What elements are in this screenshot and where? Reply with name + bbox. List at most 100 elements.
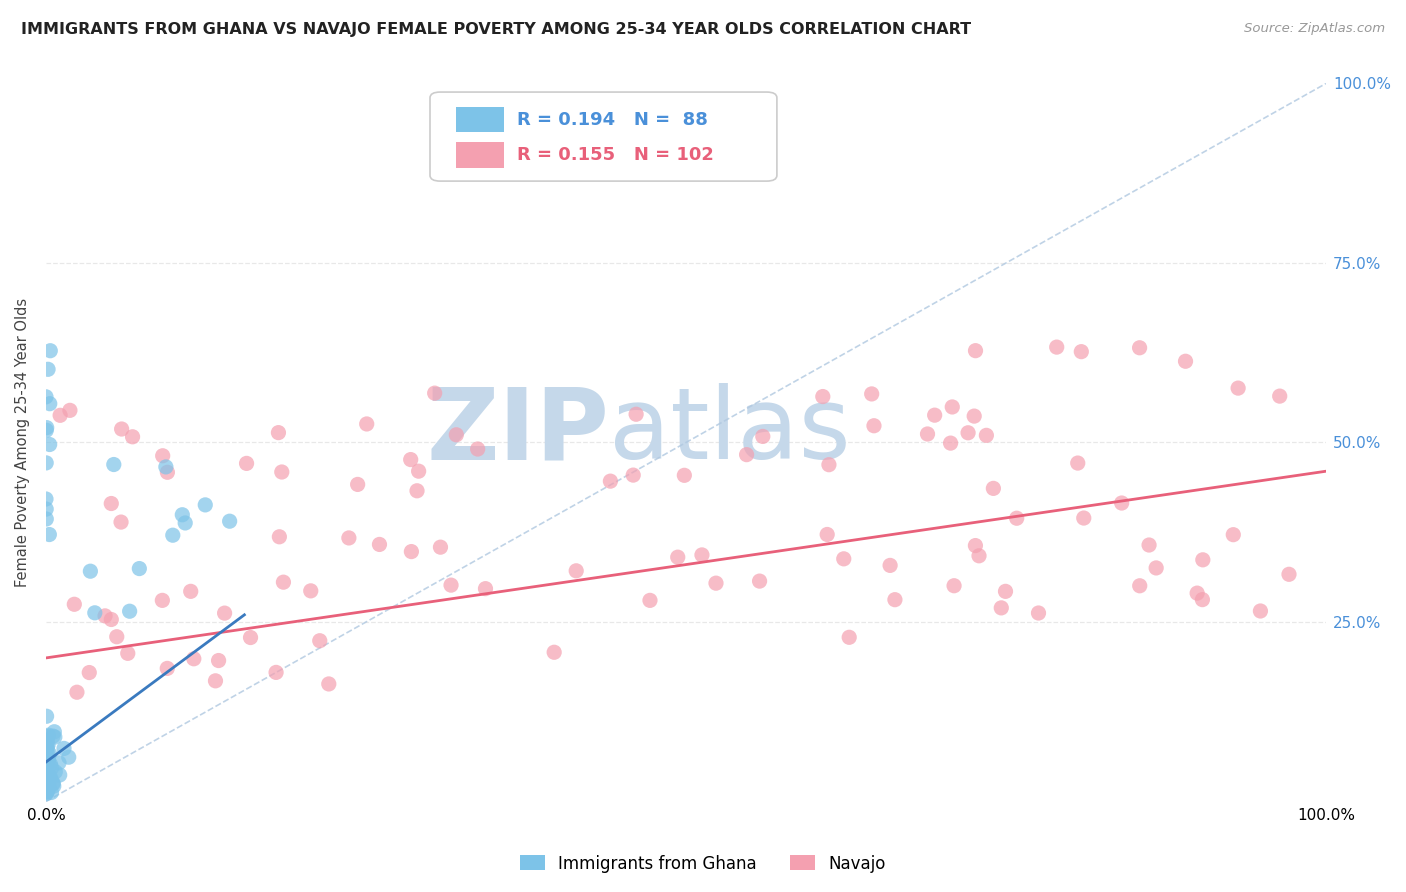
Point <box>346 477 368 491</box>
Point <box>1185 586 1208 600</box>
Point <box>446 427 468 442</box>
Point <box>1129 579 1152 593</box>
Point <box>172 508 194 522</box>
Point <box>42 777 65 791</box>
Point <box>37 753 59 767</box>
Point <box>35 777 58 791</box>
Point <box>35 709 58 723</box>
Point <box>37 757 59 772</box>
Point <box>38 527 60 541</box>
Point <box>1227 381 1250 395</box>
Point <box>58 750 80 764</box>
Point <box>49 409 72 423</box>
Point <box>128 561 150 575</box>
Point <box>44 764 66 779</box>
Text: ZIP: ZIP <box>426 384 609 480</box>
Point <box>1268 389 1291 403</box>
Point <box>401 544 423 558</box>
Point <box>35 739 58 754</box>
Point <box>1067 456 1090 470</box>
Point <box>1129 341 1152 355</box>
Point <box>35 491 58 506</box>
Point <box>35 768 58 782</box>
Point <box>267 425 290 440</box>
Point <box>1249 604 1271 618</box>
Point <box>35 502 58 516</box>
Point <box>976 428 998 442</box>
Point <box>42 729 65 743</box>
Point <box>35 782 58 797</box>
Point <box>35 787 58 801</box>
Point <box>183 652 205 666</box>
Point <box>35 772 58 787</box>
Point <box>1046 340 1069 354</box>
Point <box>42 776 65 790</box>
Point <box>37 771 59 785</box>
Point <box>53 741 76 756</box>
Point <box>1137 538 1160 552</box>
Point <box>832 551 855 566</box>
Point <box>204 673 226 688</box>
Point <box>35 780 58 794</box>
Point <box>121 430 143 444</box>
Point <box>884 592 907 607</box>
Point <box>811 390 834 404</box>
Bar <box>456 142 505 168</box>
Point <box>1278 567 1301 582</box>
Point <box>860 387 883 401</box>
Point <box>467 442 489 456</box>
Point <box>35 785 58 799</box>
Text: R = 0.194   N =  88: R = 0.194 N = 88 <box>517 111 707 128</box>
Point <box>44 724 66 739</box>
Point <box>638 593 661 607</box>
Point <box>35 765 58 780</box>
Point <box>1191 592 1213 607</box>
Point <box>406 483 429 498</box>
Point <box>194 498 217 512</box>
Point <box>35 749 58 764</box>
Point <box>967 549 990 563</box>
Point <box>963 409 986 423</box>
Point <box>174 516 197 530</box>
Point <box>565 564 588 578</box>
Point <box>214 606 236 620</box>
Point <box>35 420 58 434</box>
Text: atlas: atlas <box>609 384 851 480</box>
Point <box>117 646 139 660</box>
Point <box>162 528 184 542</box>
Point <box>37 754 59 768</box>
Point <box>110 515 132 529</box>
Point <box>39 343 62 358</box>
Point <box>37 733 59 747</box>
Point <box>752 429 775 443</box>
Text: IMMIGRANTS FROM GHANA VS NAVAJO FEMALE POVERTY AMONG 25-34 YEAR OLDS CORRELATION: IMMIGRANTS FROM GHANA VS NAVAJO FEMALE P… <box>21 22 972 37</box>
Point <box>1073 511 1095 525</box>
Point <box>957 425 980 440</box>
Point <box>308 633 330 648</box>
Point <box>1144 561 1167 575</box>
Point <box>35 390 58 404</box>
Point <box>35 730 58 744</box>
Point <box>66 685 89 699</box>
Point <box>103 458 125 472</box>
Point <box>990 600 1012 615</box>
Point <box>269 530 291 544</box>
Point <box>818 458 841 472</box>
Point <box>39 771 62 785</box>
Point <box>666 550 689 565</box>
Point <box>156 661 179 675</box>
Point <box>35 780 58 794</box>
Point <box>337 531 360 545</box>
Point <box>1111 496 1133 510</box>
Point <box>37 783 59 797</box>
Point <box>543 645 565 659</box>
Point <box>35 764 58 778</box>
Point <box>35 423 58 437</box>
Point <box>941 400 963 414</box>
Y-axis label: Female Poverty Among 25-34 Year Olds: Female Poverty Among 25-34 Year Olds <box>15 298 30 587</box>
FancyBboxPatch shape <box>430 92 778 181</box>
Point <box>35 740 58 755</box>
Text: Source: ZipAtlas.com: Source: ZipAtlas.com <box>1244 22 1385 36</box>
Point <box>37 775 59 789</box>
Point <box>423 386 446 401</box>
